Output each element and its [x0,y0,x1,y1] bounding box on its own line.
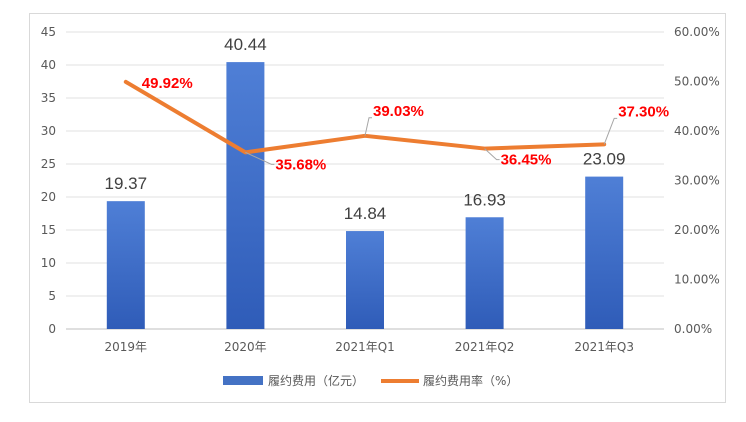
bar-value-labels: 19.37 40.44 14.84 16.93 23.09 [105,35,626,223]
left-axis-tick-label: 45 [41,25,56,39]
legend: 履约费用（亿元） 履约费用率（%） [223,373,518,388]
bar-value-label: 16.93 [463,190,506,209]
right-axis-tick-label: 50.00% [674,75,720,89]
legend-bar-label: 履约费用（亿元） [268,373,364,388]
right-axis-tick-label: 0.00% [674,322,712,336]
rate-value-label: 49.92% [142,75,193,92]
bar-value-label: 19.37 [105,174,148,193]
bar-value-label: 23.09 [583,150,626,169]
legend-line-label: 履约费用率（%） [423,373,518,388]
left-axis-tick-label: 20 [41,190,56,204]
bar [585,176,624,329]
category-label: 2019年 [105,340,148,354]
rate-value-label: 39.03% [373,103,424,120]
rate-value-label: 36.45% [501,152,552,169]
category-label: 2021年Q1 [335,340,395,354]
bar [465,217,504,329]
leader-line [364,117,372,136]
rate-value-labels: 49.92% 35.68% 39.03% 36.45% 37.30% [142,75,669,173]
rate-value-label: 35.68% [275,156,326,173]
left-axis-tick-label: 25 [41,157,56,171]
category-label: 2020年 [224,340,267,354]
rate-line [123,79,607,155]
rate-value-label: 37.30% [618,103,669,120]
bar-value-label: 14.84 [344,204,387,223]
bar [226,62,265,329]
bar-value-label: 40.44 [224,35,267,54]
bars [106,62,624,329]
left-axis-tick-label: 0 [48,322,56,336]
legend-bar-swatch [223,376,263,385]
bar [106,201,145,329]
category-label: 2021年Q3 [574,340,634,354]
label-leader-lines [245,117,618,165]
left-axis-ticks: 0 5 10 15 20 25 30 35 40 45 [41,25,56,336]
left-axis-tick-label: 15 [41,223,56,237]
right-axis-tick-label: 60.00% [674,25,720,39]
right-axis-tick-label: 30.00% [674,174,720,188]
leader-line [245,151,275,165]
bar [346,231,384,329]
category-labels: 2019年 2020年 2021年Q1 2021年Q2 2021年Q3 [105,340,634,354]
right-axis-tick-label: 40.00% [674,124,720,138]
category-label: 2021年Q2 [455,340,515,354]
rate-line-path [123,79,607,155]
left-axis-tick-label: 5 [48,289,56,303]
leader-line [484,148,500,161]
right-axis-tick-label: 20.00% [674,223,720,237]
left-axis-tick-label: 40 [41,58,56,72]
right-axis-ticks: 0.00% 10.00% 20.00% 30.00% 40.00% 50.00% 60.00… [674,25,720,336]
left-axis-tick-label: 35 [41,91,56,105]
right-axis-tick-label: 10.00% [674,273,720,287]
left-axis-tick-label: 30 [41,124,56,138]
left-axis-tick-label: 10 [41,256,56,270]
leader-line [603,117,618,145]
gridlines [66,31,664,330]
